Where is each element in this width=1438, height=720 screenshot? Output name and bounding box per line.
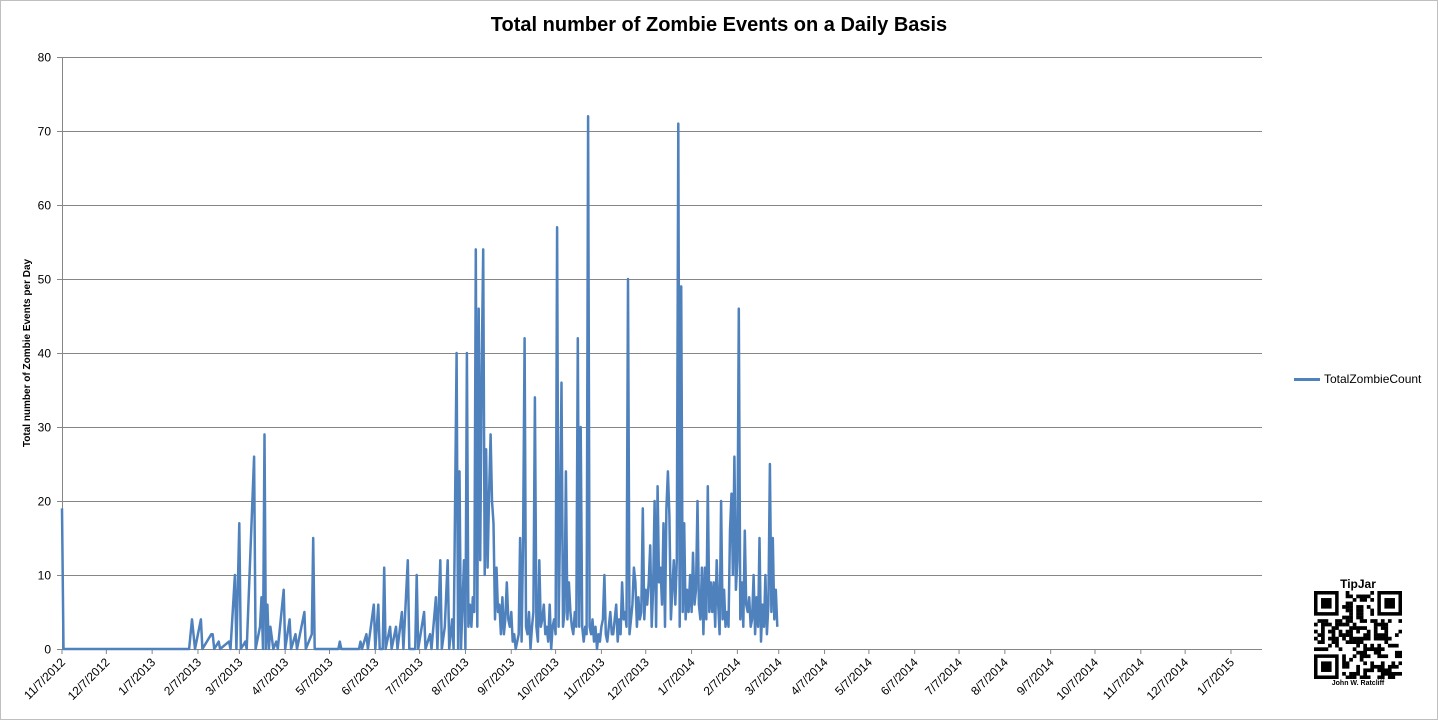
x-tick-label: 11/7/2013 xyxy=(561,655,608,702)
y-tick-label: 10 xyxy=(38,569,52,583)
x-tick-label: 4/7/2014 xyxy=(788,655,831,698)
legend: TotalZombieCount xyxy=(1294,372,1421,386)
y-axis-label: Total number of Zombie Events per Day xyxy=(22,258,33,447)
x-tick-label: 7/7/2014 xyxy=(922,655,965,698)
x-tick-label: 7/7/2013 xyxy=(383,655,426,698)
gridlines xyxy=(62,57,1262,576)
y-tick-label: 70 xyxy=(38,125,52,139)
y-tick-label: 20 xyxy=(38,495,52,509)
x-tick-label: 1/7/2015 xyxy=(1194,655,1237,698)
y-tick-label: 40 xyxy=(38,347,52,361)
x-tick-label: 12/7/2014 xyxy=(1144,655,1192,703)
tip-jar-title: TipJar xyxy=(1340,577,1376,591)
y-tick-labels: 0 10 20 30 40 50 60 70 80 xyxy=(38,51,52,657)
x-tick-label: 11/7/2014 xyxy=(1100,655,1147,702)
x-tick-label: 6/7/2013 xyxy=(338,655,381,698)
x-tick-label: 10/7/2014 xyxy=(1053,655,1101,703)
legend-label: TotalZombieCount xyxy=(1324,372,1422,386)
x-tick-label: 8/7/2014 xyxy=(968,655,1011,698)
legend-swatch xyxy=(1294,377,1320,381)
x-tick-label: 12/7/2013 xyxy=(604,655,652,703)
x-tick-label: 10/7/2013 xyxy=(514,655,562,703)
y-tick-label: 30 xyxy=(38,421,52,435)
x-tick-label: 1/7/2014 xyxy=(655,655,698,698)
y-tick-label: 60 xyxy=(38,199,52,213)
x-tick-label: 11/7/2012 xyxy=(21,655,68,702)
series-line-TotalZombieCount xyxy=(60,114,779,651)
x-tick-label: 4/7/2013 xyxy=(248,655,291,698)
x-tick-label: 2/7/2013 xyxy=(161,655,204,698)
tip-jar-name: John W. Ratcliff xyxy=(1331,680,1385,687)
x-tick-label: 5/7/2014 xyxy=(832,655,875,698)
series-layer xyxy=(60,114,779,651)
x-tick-label: 8/7/2013 xyxy=(429,655,472,698)
x-tick-label: 9/7/2013 xyxy=(474,655,517,698)
x-tick-label: 3/7/2013 xyxy=(203,655,246,698)
x-tick-label: 3/7/2014 xyxy=(742,655,785,698)
y-tick-label: 0 xyxy=(44,643,51,657)
x-tick-label: 12/7/2012 xyxy=(65,655,113,703)
x-tick-label: 9/7/2014 xyxy=(1014,655,1057,698)
x-tick-label: 5/7/2013 xyxy=(293,655,336,698)
y-tick-label: 80 xyxy=(38,51,52,65)
tip-jar: TipJar John W. Ratcliff xyxy=(1310,577,1406,688)
x-tick-label: 1/7/2013 xyxy=(115,655,158,698)
qr-code-icon xyxy=(1314,591,1402,679)
y-tick-label: 50 xyxy=(38,273,52,287)
chart-title: Total number of Zombie Events on a Daily… xyxy=(490,14,948,36)
x-tick-label: 6/7/2014 xyxy=(878,655,921,698)
x-tick-label: 2/7/2014 xyxy=(701,655,744,698)
